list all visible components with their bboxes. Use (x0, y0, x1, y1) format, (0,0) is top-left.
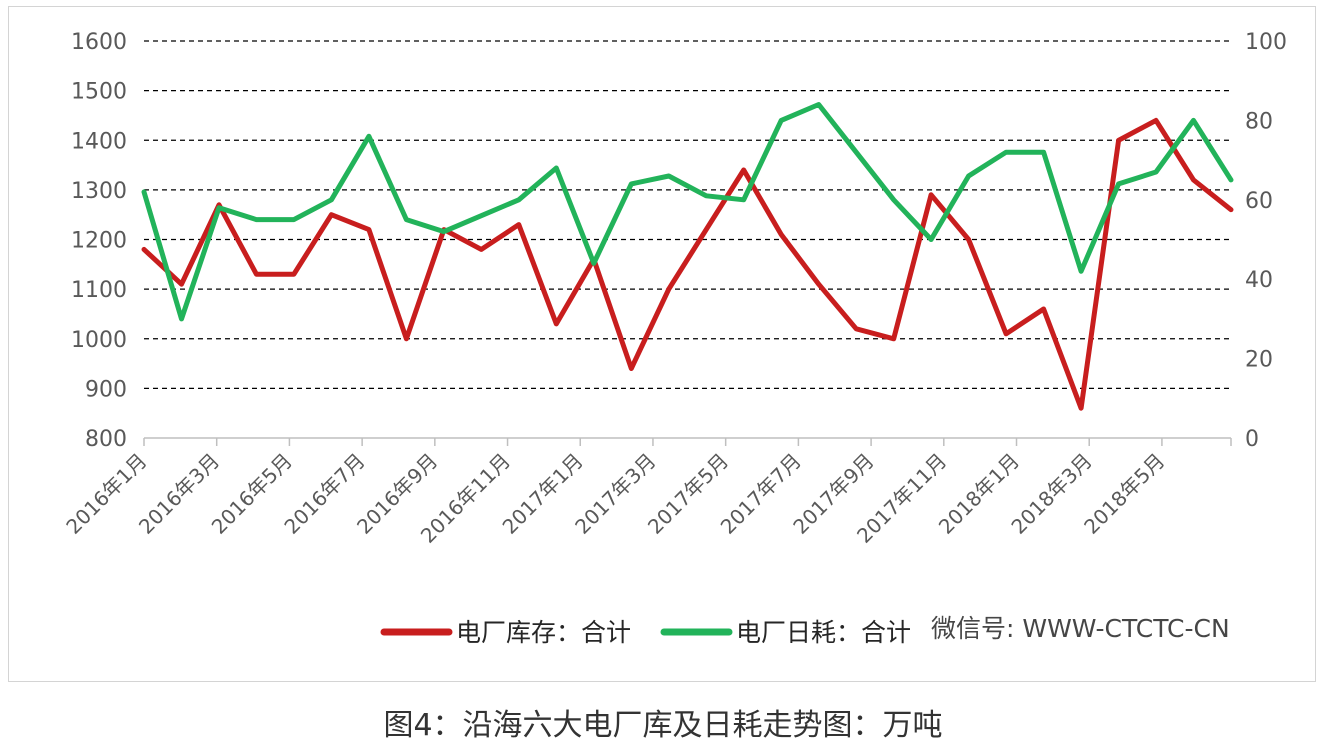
right-y-tick-label: 40 (1245, 268, 1273, 293)
series-lines (141, 102, 1234, 411)
figure-caption: 图4：沿海六大电厂库及日耗走势图：万吨 (383, 708, 943, 743)
series-line-consumption (141, 102, 1234, 322)
gridlines (144, 40, 1231, 390)
left-y-tick-label: 1600 (71, 30, 127, 55)
left-y-tick-label: 1500 (71, 80, 127, 105)
series-line-stock (141, 117, 1234, 411)
right-y-tick-label: 20 (1245, 348, 1273, 373)
legend-label-stock: 电厂库存：合计 (456, 618, 631, 647)
right-y-tick-label: 80 (1245, 109, 1273, 134)
left-y-tick-label: 900 (85, 377, 127, 402)
left-y-tick-label: 1000 (71, 328, 127, 353)
right-y-tick-label: 0 (1245, 427, 1259, 452)
left-y-tick-label: 1200 (71, 229, 127, 254)
legend: 电厂库存：合计 电厂日耗：合计 (380, 618, 911, 647)
right-y-tick-label: 100 (1245, 30, 1287, 55)
x-axis: 2016年1月2016年3月2016年5月2016年7月2016年9月2016年… (61, 437, 1232, 548)
left-y-tick-label: 1400 (71, 129, 127, 154)
legend-label-consumption: 电厂日耗：合计 (736, 618, 911, 647)
right-y-axis: 0 20 40 60 80 100 (1245, 30, 1287, 452)
left-y-tick-label: 1100 (71, 278, 127, 303)
right-y-tick-label: 60 (1245, 189, 1273, 214)
left-y-tick-label: 800 (85, 427, 127, 452)
left-y-tick-label: 1300 (71, 179, 127, 204)
line-chart: 800 900 1000 1100 1200 1300 1400 1500 1600 0 20 40… (61, 30, 1287, 647)
left-y-axis: 800 900 1000 1100 1200 1300 1400 1500 1600 (71, 30, 127, 452)
chart-frame: 800 900 1000 1100 1200 1300 1400 1500 1600 0 20 40… (8, 6, 1316, 682)
watermark-text: 微信号: WWW-CTCTC-CN (931, 614, 1230, 643)
